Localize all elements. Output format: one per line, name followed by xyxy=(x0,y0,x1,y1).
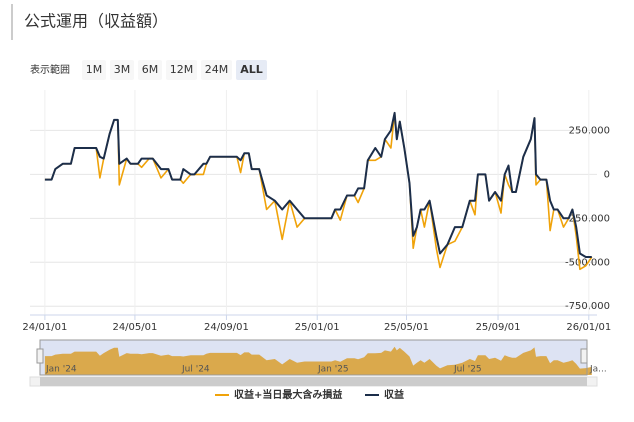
navigator-label: Jan '24 xyxy=(45,365,77,375)
y-tick-label: -750,000 xyxy=(565,301,610,312)
range-button-label[interactable]: 12M xyxy=(170,63,194,76)
legend-label[interactable]: 収益 xyxy=(384,388,404,401)
y-tick-label: -250,000 xyxy=(565,213,610,224)
legend-label[interactable]: 収益+当日最大含み損益 xyxy=(234,388,342,401)
x-tick-label: 24/01/01 xyxy=(22,322,67,333)
range-button[interactable] xyxy=(201,60,232,80)
navigator-handle[interactable] xyxy=(36,348,44,364)
y-tick-label: 250,000 xyxy=(569,125,610,136)
navigator-label: Jan '25 xyxy=(317,365,349,375)
range-button[interactable] xyxy=(236,60,267,80)
range-button-label[interactable]: 1M xyxy=(86,63,103,76)
x-tick-label: 25/09/01 xyxy=(476,322,521,333)
range-button[interactable] xyxy=(166,60,197,80)
range-button-label[interactable]: 24M xyxy=(205,63,229,76)
navigator-handle[interactable] xyxy=(580,348,588,364)
title-bar xyxy=(11,4,13,40)
chart-title: 公式運用（収益額） xyxy=(24,12,168,31)
range-button-label[interactable]: 3M xyxy=(114,63,131,76)
range-button[interactable] xyxy=(138,60,162,80)
series-line xyxy=(44,112,593,271)
navigator-label: Jul '25 xyxy=(453,365,482,375)
navigator-area xyxy=(44,346,592,375)
scrollbar-thumb[interactable] xyxy=(40,377,587,386)
x-tick-label: 24/09/01 xyxy=(204,322,249,333)
range-button-label[interactable]: ALL xyxy=(240,63,263,76)
range-label: 表示範囲 xyxy=(30,63,70,76)
x-tick-label: 25/01/01 xyxy=(295,322,340,333)
x-tick-label: 25/05/01 xyxy=(384,322,429,333)
x-tick-label: 26/01/01 xyxy=(566,322,611,333)
range-button-label[interactable]: 6M xyxy=(142,63,159,76)
y-tick-label: 0 xyxy=(604,169,610,180)
x-tick-label: 24/05/01 xyxy=(112,322,157,333)
navigator-label: Ja... xyxy=(589,365,607,375)
range-button[interactable] xyxy=(110,60,134,80)
range-button[interactable] xyxy=(82,60,106,80)
navigator-label: Jul '24 xyxy=(181,365,210,375)
series-line xyxy=(44,111,592,258)
